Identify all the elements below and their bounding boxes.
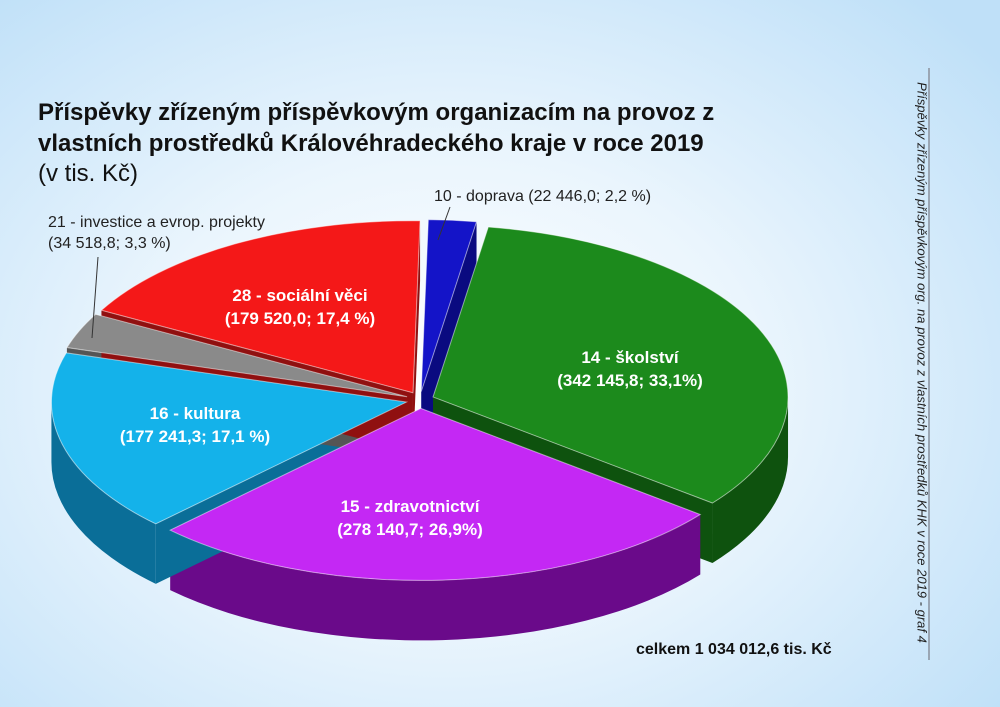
chart-unit: (v tis. Kč) [38, 160, 138, 187]
label-kultura: 16 - kultura (177 241,3; 17,1 %) [119, 404, 271, 446]
total-label: celkem 1 034 012,6 tis. Kč [636, 641, 832, 658]
leader-line-investice [91, 256, 99, 339]
leader-line-doprava [437, 206, 451, 241]
label-zdravotnictvi: 15 - zdravotnictví (278 140,7; 26,9%) [337, 497, 483, 539]
slice-školství-side [712, 396, 789, 564]
chart-title: Příspěvky zřízeným příspěvkovým organiza… [38, 99, 715, 157]
slice-zdravotnictví [169, 407, 702, 581]
label-doprava: 10 - doprava (22 446,0; 2,2 %) [434, 188, 652, 205]
slice-investice [66, 313, 408, 398]
label-socialni: 28 - sociální věci (179 520,0; 17,4 %) [224, 286, 376, 328]
slice-sociální-wall [412, 220, 421, 453]
side-note: Příspěvky zřízeným příspěvkovým org. na … [914, 82, 930, 643]
divider-line [928, 68, 930, 660]
slice-doprava [420, 219, 478, 392]
slice-školství [432, 226, 789, 504]
slice-kultura-side [51, 402, 156, 584]
slice-zdravotnictví-side [170, 514, 701, 641]
label-investice: 21 - investice a evrop. projekty (34 518,… [48, 214, 265, 252]
slice-kultura [50, 352, 409, 525]
label-skolstvi: 14 - školství (342 145,8; 33,1%) [557, 348, 703, 390]
slice-sociální [100, 220, 421, 394]
